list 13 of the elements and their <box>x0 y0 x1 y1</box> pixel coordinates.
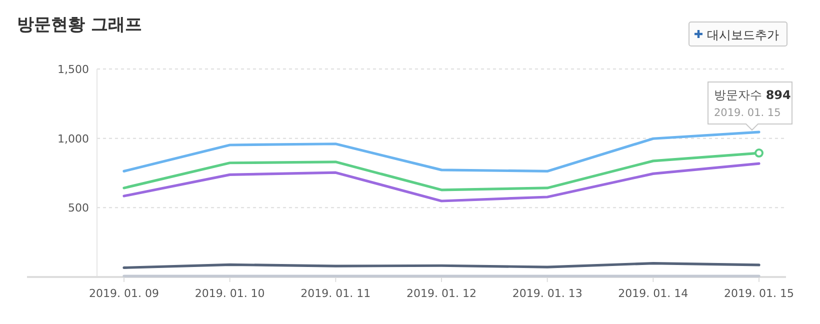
annotation: 방문자수 894 2019. 01. 15 <box>714 88 791 119</box>
y-tick-label: 1,500 <box>58 63 89 76</box>
x-tick-label: 2019. 01. 09 <box>88 287 159 300</box>
x-tick-label: 2019. 01. 11 <box>300 287 371 300</box>
text: 대시보드추가 <box>707 28 779 42</box>
x-tick-label: 2019. 01. 15 <box>724 287 794 300</box>
chart-title: 방문현황 그래프 <box>17 15 142 35</box>
x-tick-label: 2019. 01. 13 <box>512 287 582 300</box>
y-tick-label: 500 <box>68 202 89 215</box>
y-tick-label: 1,000 <box>58 132 89 146</box>
x-tick-label: 2019. 01. 14 <box>618 287 688 300</box>
x-tick-label: 2019. 01. 10 <box>194 287 265 300</box>
x-tick-label: 2019. 01. 12 <box>406 287 476 300</box>
